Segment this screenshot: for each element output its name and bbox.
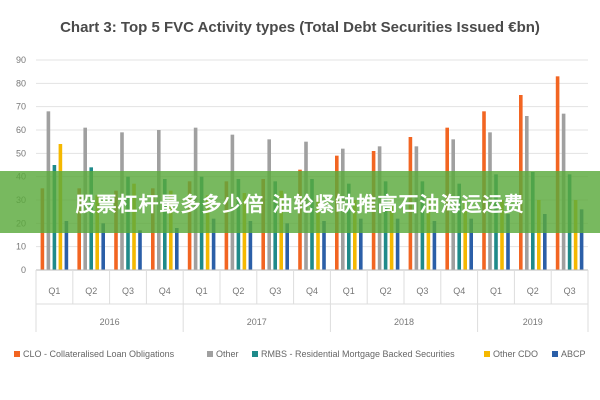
x-tick-label: Q3 — [564, 286, 576, 296]
legend: CLO - Collateralised Loan Obligations Oth… — [14, 349, 586, 359]
x-tick-label: Q2 — [380, 286, 392, 296]
y-tick-label: 80 — [16, 78, 26, 88]
bar — [101, 223, 105, 270]
x-tick-label: Q3 — [269, 286, 281, 296]
x-tick-label: Q4 — [306, 286, 318, 296]
y-tick-label: 70 — [16, 102, 26, 112]
legend-label: ABCP — [561, 349, 586, 359]
legend-swatch — [484, 351, 490, 357]
year-label: 2019 — [523, 317, 543, 327]
bar — [432, 221, 437, 270]
legend-swatch — [252, 351, 258, 357]
bar — [64, 221, 69, 270]
x-tick-label: Q3 — [122, 286, 134, 296]
year-label: 2016 — [100, 317, 120, 327]
legend-label: RMBS - Residential Mortgage Backed Secur… — [261, 349, 455, 359]
bar — [316, 197, 320, 270]
bar — [211, 218, 216, 270]
legend-label: CLO - Collateralised Loan Obligations — [23, 349, 175, 359]
bar — [500, 200, 504, 270]
x-tick-label: Q1 — [343, 286, 355, 296]
bar — [426, 197, 431, 270]
chart-title: Chart 3: Top 5 FVC Activity types (Total… — [60, 19, 540, 36]
x-tick-label: Q2 — [232, 286, 244, 296]
y-tick-label: 90 — [16, 55, 26, 65]
x-tick-label: Q2 — [85, 286, 97, 296]
x-tick-label: Q2 — [527, 286, 539, 296]
bar — [543, 214, 547, 270]
bar — [353, 200, 357, 270]
x-tick-label: Q1 — [490, 286, 502, 296]
bar — [248, 221, 253, 270]
bar — [359, 218, 363, 270]
banner-text: 股票杠杆最多多少倍 油轮紧缺推高石油海运运费 — [75, 191, 525, 216]
bar — [506, 214, 510, 270]
x-tick-label: Q1 — [48, 286, 60, 296]
x-tick-label: Q3 — [416, 286, 428, 296]
x-tick-label: Q1 — [196, 286, 208, 296]
bar — [395, 218, 400, 270]
y-tick-label: 10 — [16, 242, 26, 252]
legend-swatch — [14, 351, 20, 357]
x-tick-label: Q4 — [159, 286, 171, 296]
x-tick-label: Q4 — [453, 286, 465, 296]
bar — [389, 197, 394, 270]
bar — [138, 230, 142, 270]
overlay-banner: 股票杠杆最多多少倍 油轮紧缺推高石油海运运费 — [0, 171, 600, 233]
legend-swatch — [207, 351, 213, 357]
y-tick-label: 60 — [16, 125, 26, 135]
legend-label: Other CDO — [493, 349, 538, 359]
bar — [285, 223, 289, 270]
year-label: 2017 — [247, 317, 267, 327]
bar — [175, 228, 179, 270]
legend-swatch — [552, 351, 558, 357]
y-tick-label: 50 — [16, 148, 26, 158]
legend-label: Other — [216, 349, 239, 359]
bar — [463, 200, 467, 270]
bar — [469, 218, 473, 270]
bar — [573, 200, 578, 270]
y-tick-label: 0 — [21, 265, 26, 275]
bar — [537, 200, 541, 270]
bar — [322, 221, 326, 270]
bar — [579, 209, 584, 270]
year-label: 2018 — [394, 317, 414, 327]
